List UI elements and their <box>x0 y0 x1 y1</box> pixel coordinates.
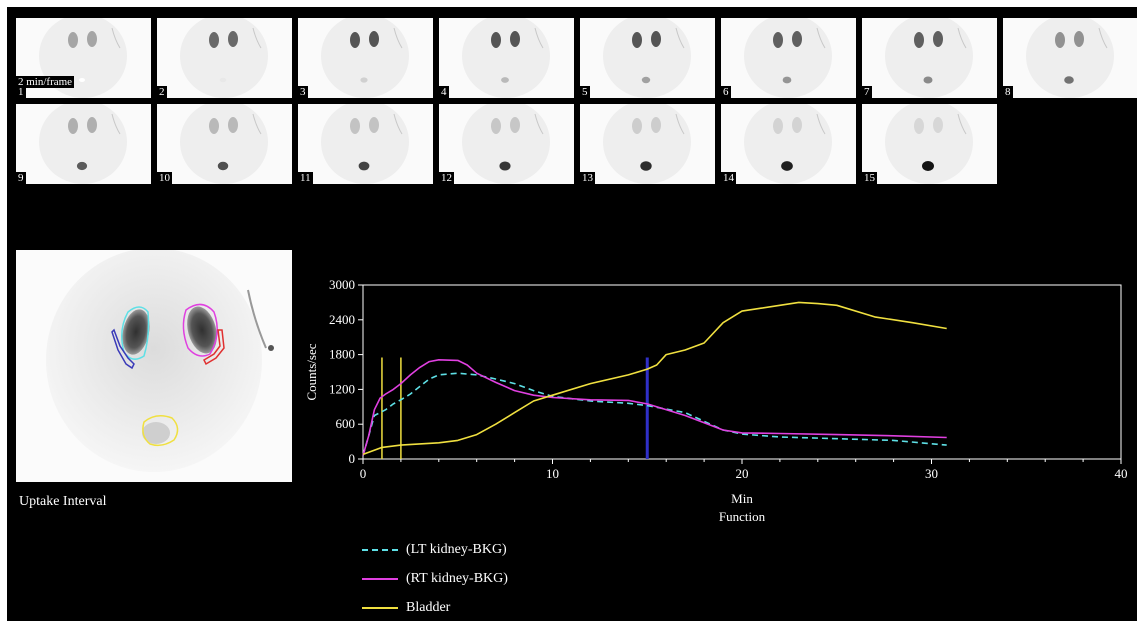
series-line <box>362 359 947 456</box>
frame-number: 13 <box>580 172 595 184</box>
x-tick-label: 20 <box>736 466 749 481</box>
y-tick-label: 600 <box>336 416 356 431</box>
scan-thumbnail <box>1026 18 1114 98</box>
scan-frame: 8 <box>1003 18 1137 98</box>
scan-thumbnail <box>180 104 268 184</box>
frame-number: 4 <box>439 86 449 98</box>
x-axis-label: Min <box>731 491 753 506</box>
frame-number: 10 <box>157 172 172 184</box>
frame-number: 7 <box>862 86 872 98</box>
chart-subtitle: Function <box>719 509 766 524</box>
frame-number: 11 <box>298 172 313 184</box>
frame-number: 8 <box>1003 86 1013 98</box>
frame-number: 15 <box>862 172 877 184</box>
scan-thumbnail <box>603 18 691 98</box>
injection-line <box>247 289 267 349</box>
scan-thumbnail <box>462 18 550 98</box>
frame-number: 5 <box>580 86 590 98</box>
scan-frame: 13 <box>580 104 715 184</box>
frame-number: 1 <box>16 86 26 98</box>
x-axis: 0 10 20 30 40 <box>360 459 1128 481</box>
left-kidney-image <box>122 309 150 355</box>
legend-label: (LT kidney-BKG) <box>406 542 507 557</box>
scan-thumbnail <box>321 18 409 98</box>
x-tick-label: 30 <box>925 466 938 481</box>
roi-lt-kidney <box>121 306 150 360</box>
legend-swatch <box>362 607 398 609</box>
y-tick-label: 1200 <box>329 381 355 396</box>
frame-number: 12 <box>439 172 454 184</box>
scan-thumbnail <box>744 18 832 98</box>
scan-thumbnail <box>39 104 127 184</box>
bladder-image <box>142 422 170 444</box>
scan-frame: 2 <box>157 18 292 98</box>
scan-thumbnail <box>885 104 973 184</box>
legend-swatch <box>362 578 398 580</box>
scan-frame: 14 <box>721 104 856 184</box>
scan-thumbnail <box>321 104 409 184</box>
roi-summed-image <box>16 248 292 482</box>
series-line <box>362 372 947 456</box>
y-axis: 0 600 1200 1800 2400 3000 <box>329 277 363 466</box>
interval-markers <box>381 357 649 459</box>
right-kidney-image <box>187 306 217 354</box>
figure-panel: 2 min/frame 1 2 3 4 <box>7 7 1137 621</box>
frame-number: 6 <box>721 86 731 98</box>
scan-frame: 15 <box>862 104 997 184</box>
scan-frame: 11 <box>298 104 433 184</box>
x-tick-label: 0 <box>360 466 367 481</box>
x-tick-label: 40 <box>1115 466 1128 481</box>
series-line <box>362 301 947 456</box>
scan-thumbnail <box>462 104 550 184</box>
scan-thumbnail <box>744 104 832 184</box>
frame-number: 14 <box>721 172 736 184</box>
roi-caption: Uptake Interval <box>19 494 107 509</box>
legend-label: Bladder <box>406 600 451 615</box>
renogram-chart: 0 600 1200 1800 2400 3000 0 10 20 30 40 Counts/se… <box>304 277 1128 524</box>
y-tick-label: 0 <box>349 451 356 466</box>
scan-thumbnail <box>180 18 268 98</box>
roi-rt-kidney <box>182 303 218 357</box>
scan-thumbnail <box>603 104 691 184</box>
injection-dot <box>268 345 274 351</box>
legend-item: (RT kidney-BKG) <box>362 569 508 589</box>
legend-swatch <box>362 549 398 551</box>
frame-duration-label: 2 min/frame <box>16 76 75 88</box>
series-lines <box>362 301 947 456</box>
scan-frame: 12 <box>439 104 574 184</box>
scan-frame: 9 <box>16 104 151 184</box>
scan-frame: 5 <box>580 18 715 98</box>
legend-item: Bladder <box>362 598 450 618</box>
scan-frame: 2 min/frame 1 <box>16 18 151 98</box>
y-tick-label: 3000 <box>329 277 355 292</box>
frame-number: 2 <box>157 86 167 98</box>
roi-image-svg <box>46 248 274 472</box>
y-tick-label: 1800 <box>329 347 355 362</box>
y-tick-label: 2400 <box>329 312 355 327</box>
frame-number: 9 <box>16 172 26 184</box>
scan-thumbnail <box>885 18 973 98</box>
body-shadow <box>46 248 262 472</box>
y-axis-label: Counts/sec <box>304 343 319 400</box>
scan-frame: 6 <box>721 18 856 98</box>
roi-rt-bkg <box>203 329 225 366</box>
legend-item: (LT kidney-BKG) <box>362 540 507 560</box>
frame-number: 3 <box>298 86 308 98</box>
x-tick-label: 10 <box>546 466 559 481</box>
roi-lt-bkg <box>111 328 135 370</box>
legend-label: (RT kidney-BKG) <box>406 571 508 586</box>
roi-bladder <box>142 415 179 447</box>
scan-frame: 4 <box>439 18 574 98</box>
scan-frame: 10 <box>157 104 292 184</box>
scan-frame: 3 <box>298 18 433 98</box>
scan-frame: 7 <box>862 18 997 98</box>
